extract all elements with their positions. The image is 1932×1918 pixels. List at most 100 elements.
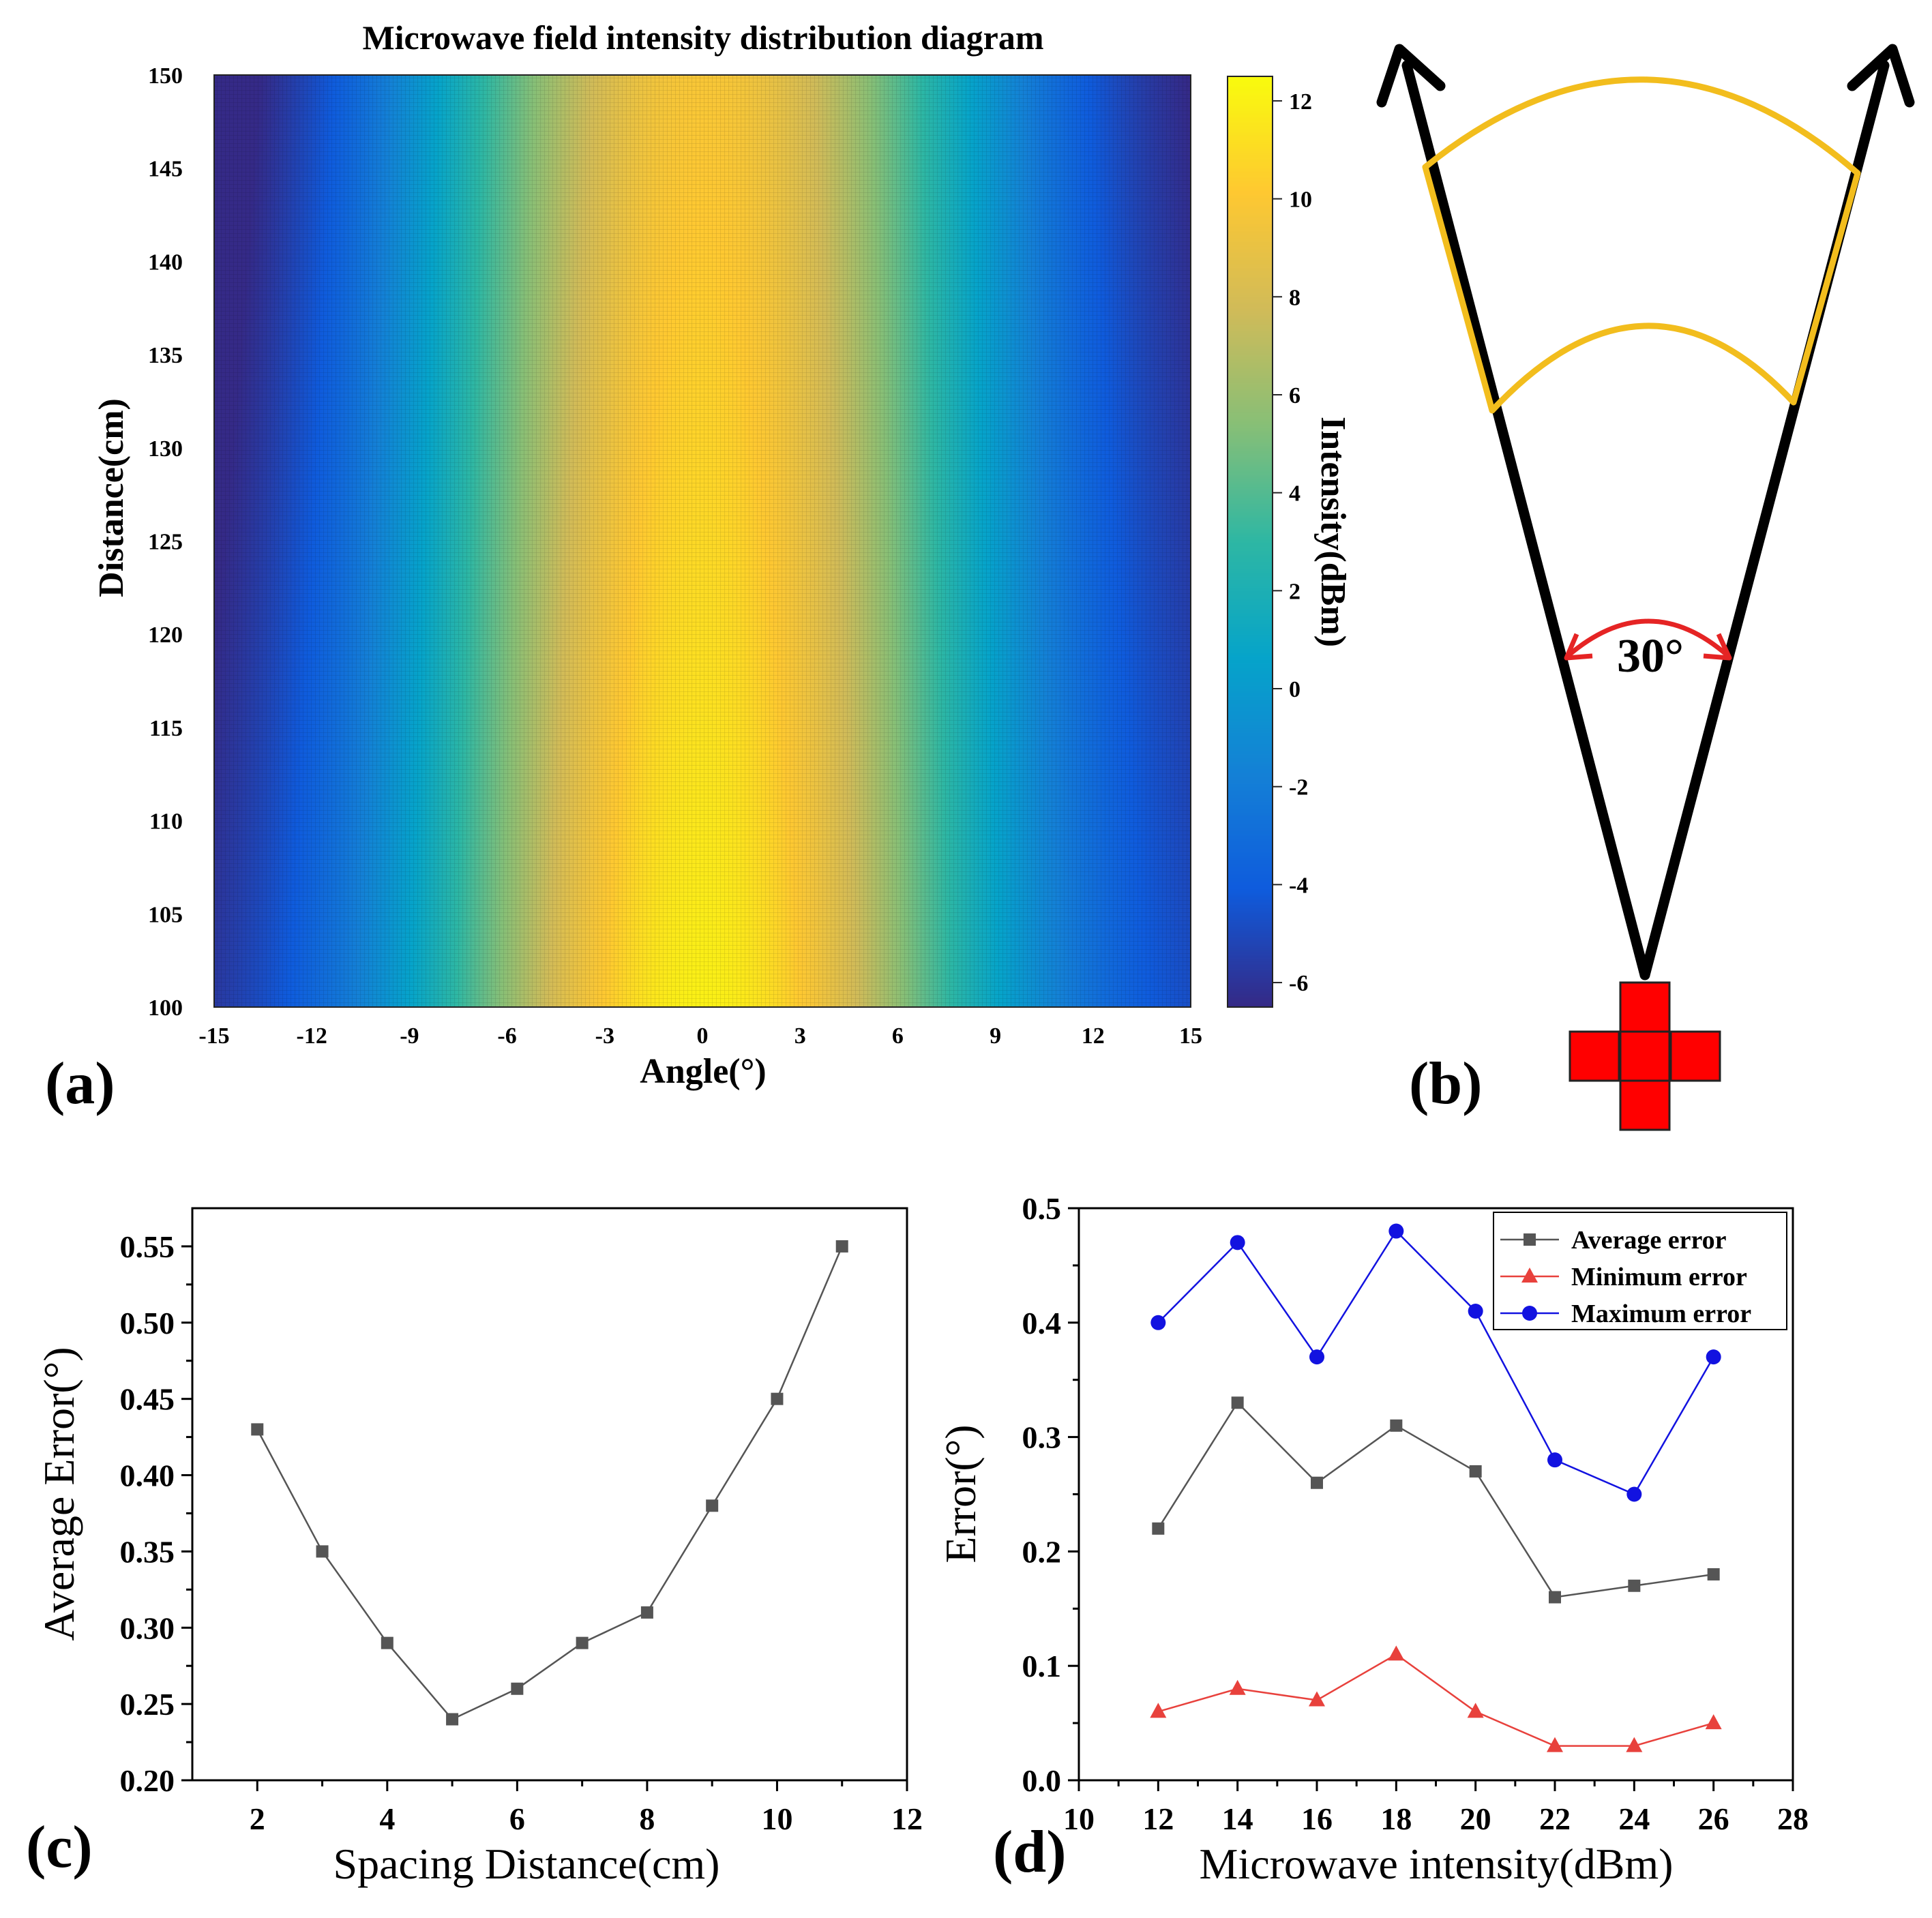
data-point-circle — [1468, 1304, 1483, 1319]
heatmap-x-tick-label: 9 — [990, 1023, 1001, 1049]
heatmap-x-tick-label: 0 — [697, 1023, 709, 1049]
legend-box — [1493, 1212, 1787, 1330]
right-arrow-head-icon — [1847, 44, 1915, 108]
heatmap-x-tick-label: -9 — [400, 1023, 419, 1049]
y-tick-label: 0.20 — [120, 1763, 175, 1798]
panel-d-y-label: Error(°) — [936, 1424, 985, 1563]
data-point-circle — [1706, 1349, 1721, 1365]
y-tick-label: 0.35 — [120, 1534, 175, 1569]
heatmap-y-tick-label: 150 — [148, 63, 183, 89]
heatmap-x-tick-label: -3 — [595, 1023, 614, 1049]
heatmap-y-tick-label: 105 — [148, 902, 183, 927]
series-average-error — [251, 1240, 848, 1726]
data-point-square — [706, 1499, 719, 1512]
series-line — [1157, 1401, 1714, 1598]
data-point-square — [640, 1606, 653, 1619]
panel-d-line-chart: 10 12 14 16 18 20 22 24 26 28 0.0 0.1 0.2 0.3 0.4 0.5 A… — [936, 1191, 1809, 1888]
data-point-square — [1231, 1396, 1244, 1409]
data-point-triangle — [1626, 1737, 1643, 1752]
coverage-region-outline — [1422, 76, 1861, 414]
data-point-square — [1549, 1591, 1561, 1604]
y-tick-label: 0.2 — [1022, 1534, 1062, 1569]
panel-a-label: (a) — [45, 1051, 115, 1117]
series-minimum-error — [1150, 1645, 1722, 1752]
panel-d-legend: Average error Minimum error Maximum error — [1493, 1212, 1787, 1330]
y-tick-label: 0.0 — [1022, 1763, 1062, 1798]
data-point-square — [1524, 1233, 1536, 1246]
data-point-triangle — [1309, 1691, 1325, 1707]
panel-c-plot-frame — [191, 1207, 908, 1782]
heatmap-y-tick-label: 115 — [149, 716, 183, 741]
y-tick-label: 0.40 — [120, 1458, 175, 1493]
heatmap-y-tick-label: 130 — [148, 436, 183, 462]
colorbar-tick-label: 6 — [1289, 383, 1301, 408]
heatmap-y-tick-label: 100 — [148, 995, 183, 1021]
data-point-triangle — [1521, 1268, 1538, 1283]
legend-item: Average error — [1500, 1226, 1727, 1255]
panel-a-heatmap: Microwave field intensity distribution d… — [45, 18, 1352, 1117]
data-point-triangle — [1705, 1714, 1722, 1730]
data-point-square — [1311, 1476, 1323, 1489]
colorbar-tick-label: 4 — [1289, 481, 1301, 507]
data-point-square — [576, 1636, 589, 1649]
panel-c-series — [251, 1240, 848, 1726]
x-tick-label: 22 — [1539, 1801, 1571, 1836]
heatmap-x-ticks: -15 -12 -9 -6 -3 0 3 6 9 12 15 — [198, 1023, 1202, 1049]
panel-c-line-chart: 2 4 6 8 10 12 0.20 0.25 0.30 0.35 0.40 0.45 0.50 0.55… — [26, 1207, 923, 1888]
y-tick-label: 0.30 — [120, 1610, 175, 1645]
y-tick-label: 0.45 — [120, 1382, 175, 1417]
data-point-circle — [1230, 1235, 1245, 1250]
data-point-square — [511, 1682, 524, 1695]
heatmap-y-tick-label: 135 — [148, 343, 183, 368]
y-tick-label: 0.4 — [1022, 1306, 1062, 1340]
colorbar-ticks: -6 -4 -2 0 2 4 6 8 10 12 — [1273, 89, 1312, 996]
heatmap-y-tick-label: 125 — [148, 530, 183, 555]
panel-d-x-label: Microwave intensity(dBm) — [1200, 1840, 1674, 1888]
heatmap-y-ticks: 100 105 110 115 120 125 130 135 140 145 150 — [148, 63, 183, 1021]
heatmap-y-label: Distance(cm) — [92, 398, 131, 597]
x-tick-label: 8 — [639, 1801, 655, 1836]
data-point-circle — [1309, 1349, 1324, 1365]
legend-label: Minimum error — [1571, 1263, 1747, 1291]
panel-c-y-label: Average Error(°) — [35, 1347, 83, 1640]
x-tick-label: 2 — [250, 1801, 265, 1836]
angle-arc-left-arrow-icon — [1564, 633, 1593, 661]
panel-b-diagram: 30° (b) — [1376, 44, 1915, 1131]
panel-d-series — [1150, 1223, 1722, 1752]
x-tick-label: 20 — [1460, 1801, 1491, 1836]
left-arrow-head-icon — [1376, 44, 1446, 108]
angle-label: 30° — [1617, 630, 1684, 683]
x-tick-label: 28 — [1777, 1801, 1809, 1836]
heatmap-y-tick-label: 120 — [148, 623, 183, 648]
panel-c-axis-ticks: 2 4 6 8 10 12 0.20 0.25 0.30 0.35 0.40 0.45 0.50 0.55 — [120, 1229, 923, 1836]
data-point-circle — [1388, 1223, 1404, 1239]
data-point-square — [1469, 1465, 1482, 1478]
heatmap-x-tick-label: 12 — [1082, 1023, 1105, 1049]
left-beam-line — [1401, 60, 1650, 980]
series-line — [1157, 1653, 1714, 1747]
panel-d-plot-frame — [1078, 1207, 1794, 1782]
heatmap-x-label: Angle(°) — [640, 1052, 766, 1091]
series-maximum-error — [1150, 1223, 1721, 1502]
heatmap-title: Microwave field intensity distribution d… — [362, 18, 1043, 57]
colorbar-tick-label: -6 — [1289, 971, 1308, 996]
angle-arc — [1566, 618, 1730, 658]
x-tick-label: 16 — [1301, 1801, 1333, 1836]
colorbar-tick-label: -2 — [1289, 775, 1308, 800]
x-tick-label: 24 — [1618, 1801, 1650, 1836]
data-point-triangle — [1547, 1737, 1563, 1752]
heatmap-x-tick-label: 6 — [892, 1023, 904, 1049]
panel-c-x-label: Spacing Distance(cm) — [333, 1840, 720, 1888]
data-point-square — [251, 1423, 264, 1436]
x-tick-label: 18 — [1380, 1801, 1412, 1836]
series-line — [1157, 1229, 1714, 1496]
data-point-square — [1628, 1579, 1641, 1592]
data-point-circle — [1547, 1452, 1562, 1468]
legend-label: Maximum error — [1571, 1300, 1751, 1328]
heatmap-x-tick-label: 15 — [1179, 1023, 1202, 1049]
heatmap-grid-texture — [214, 75, 1191, 1007]
data-point-triangle — [1150, 1703, 1167, 1718]
data-point-square — [771, 1392, 784, 1405]
heatmap-x-tick-label: -12 — [297, 1023, 327, 1049]
